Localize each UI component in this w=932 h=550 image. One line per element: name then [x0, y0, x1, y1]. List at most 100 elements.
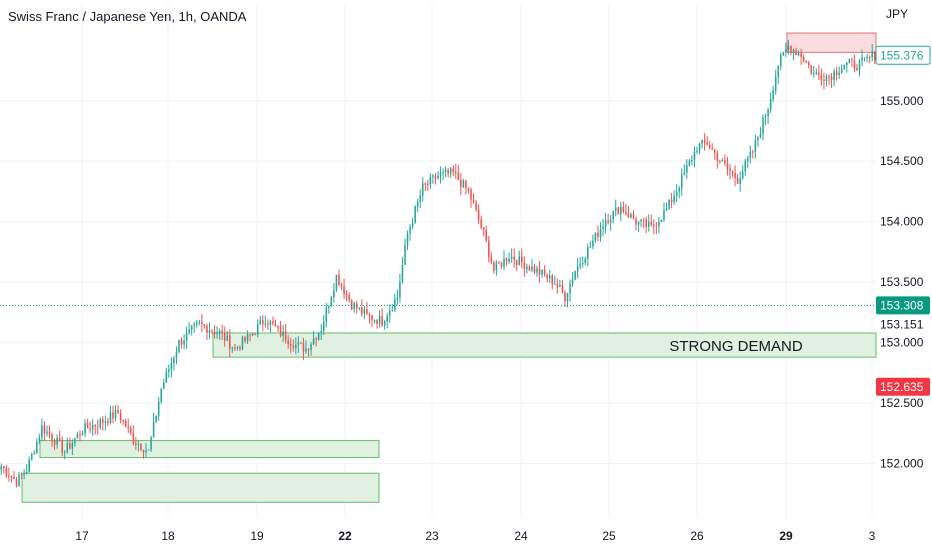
candle-body — [454, 171, 457, 173]
candle-body — [774, 76, 777, 91]
candle-body — [513, 256, 515, 261]
candle-body — [787, 45, 790, 50]
candle-body — [350, 300, 353, 310]
x-tick-label: 17 — [75, 529, 89, 543]
price-tag: 152.635 — [876, 377, 930, 396]
candle-body — [825, 76, 828, 82]
candle-body — [10, 476, 13, 478]
candle-body — [175, 352, 178, 359]
candle-body — [724, 160, 726, 164]
zone-demand-low — [21, 472, 380, 503]
candle-body — [515, 260, 518, 265]
candle-body — [86, 423, 89, 429]
candle-body — [18, 474, 20, 487]
x-tick-label: 26 — [690, 529, 704, 543]
price-axis[interactable]: 155.000 154.500 154.000 153.500 153.000 152.5… — [875, 45, 931, 471]
candle-body — [33, 453, 36, 455]
candle-body — [302, 343, 305, 352]
candle-body — [206, 326, 208, 333]
candle-body — [279, 326, 282, 336]
candle-body — [13, 477, 15, 480]
candle-body — [729, 168, 731, 172]
candle-body — [465, 180, 467, 188]
candle-body — [137, 443, 140, 445]
price-tag-bg — [875, 45, 931, 65]
candle-body — [251, 333, 254, 336]
candle-body — [188, 329, 190, 333]
y-tick-label: 154.500 — [880, 154, 924, 168]
candle-body — [498, 262, 500, 264]
x-tick-label: 19 — [250, 529, 264, 543]
price-tag-bg — [876, 377, 930, 396]
candle-body — [198, 321, 201, 323]
candle-body — [655, 225, 658, 227]
candle-body — [46, 431, 48, 434]
candle-body — [94, 424, 97, 427]
x-tick-label: 25 — [602, 529, 616, 543]
candle-body — [124, 420, 127, 428]
candle-body — [716, 152, 719, 161]
candle-body — [856, 68, 858, 70]
candle-body — [731, 171, 734, 173]
time-axis[interactable]: 17 18 19 22 23 24 25 26 29 3 — [75, 529, 875, 543]
candle-body — [127, 427, 130, 429]
candle-body — [56, 437, 58, 445]
candle-body — [630, 214, 632, 218]
candle-body — [635, 219, 637, 225]
candle-body — [89, 428, 91, 430]
candle-body — [518, 256, 521, 265]
candle-body — [805, 61, 807, 63]
candle-body — [861, 57, 863, 61]
candle-body — [647, 221, 650, 228]
x-tick-label: 29 — [779, 529, 793, 543]
candle-body — [554, 283, 556, 285]
candle-body — [614, 207, 617, 211]
candle-body — [269, 321, 272, 325]
candle-body — [713, 149, 716, 153]
candle-body — [510, 256, 513, 259]
x-tick-label: 24 — [514, 529, 528, 543]
candle-body — [480, 219, 482, 228]
candle-body — [399, 282, 401, 298]
candle-body — [416, 201, 419, 207]
candle-body — [617, 207, 620, 215]
candle-body — [754, 140, 757, 153]
candle-body — [284, 331, 287, 341]
zone-label: STRONG DEMAND — [669, 338, 803, 355]
candle-body — [28, 459, 30, 472]
candle-body — [229, 335, 231, 349]
candle-body — [310, 344, 312, 351]
candle-body — [305, 348, 307, 352]
candle-body — [764, 115, 767, 118]
candle-body — [335, 274, 338, 291]
candle-body — [190, 326, 193, 330]
candle-body — [320, 331, 322, 334]
candle-body — [533, 266, 536, 273]
candle-body — [145, 450, 147, 453]
candle-body — [152, 421, 155, 438]
x-tick-label: 18 — [161, 529, 175, 543]
candle-body — [678, 188, 681, 192]
candle-body — [521, 256, 523, 263]
candle-body — [338, 274, 340, 286]
candle-body — [508, 258, 510, 262]
candle-body — [300, 342, 302, 344]
candle-body — [353, 303, 355, 310]
candle-body — [193, 324, 196, 327]
candle-body — [820, 75, 823, 80]
candle-body — [244, 337, 246, 342]
candle-body — [785, 49, 787, 52]
candle-body — [490, 256, 493, 263]
candle-body — [668, 199, 670, 209]
candle-body — [162, 382, 165, 389]
candle-body — [564, 292, 566, 302]
candle-body — [274, 323, 277, 327]
candle-body — [663, 210, 665, 220]
candle-body — [132, 433, 135, 444]
candle-body — [259, 320, 262, 325]
candle-body — [470, 189, 472, 200]
candle-body — [551, 275, 554, 285]
candle-body — [813, 73, 815, 75]
y-tick-label: 153.500 — [880, 275, 924, 289]
